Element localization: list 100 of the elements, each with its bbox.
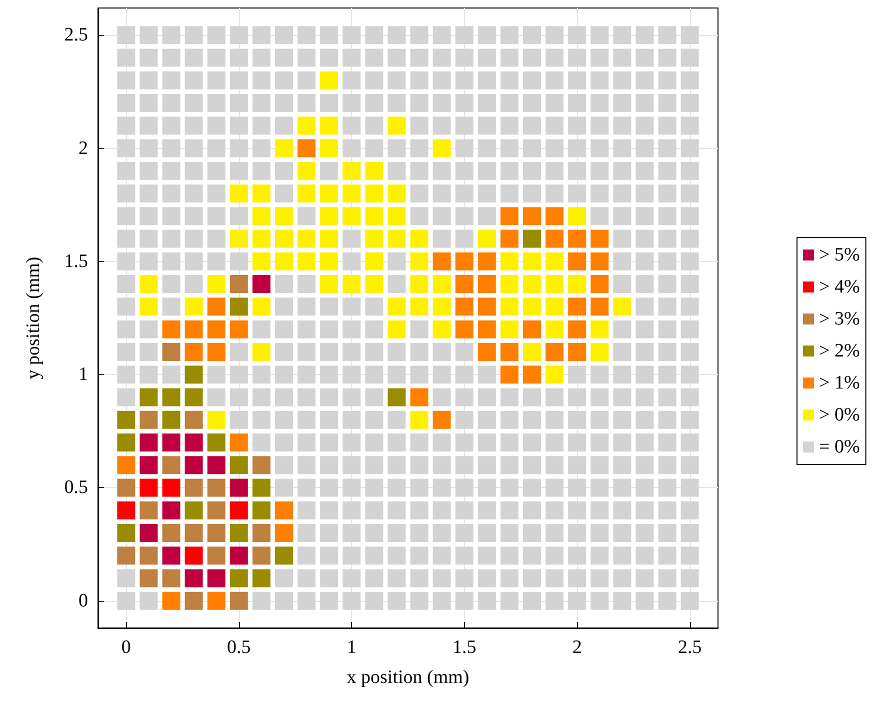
point bbox=[140, 478, 158, 497]
x-tick-label: 1.5 bbox=[452, 637, 476, 658]
x-tick-label: 0.5 bbox=[227, 637, 251, 658]
legend-label: > 1% bbox=[819, 372, 860, 394]
legend-label: > 0% bbox=[819, 404, 860, 426]
point bbox=[478, 275, 496, 294]
point bbox=[140, 524, 158, 542]
point bbox=[523, 320, 541, 338]
point bbox=[117, 501, 136, 520]
point bbox=[162, 546, 180, 565]
point bbox=[184, 546, 203, 565]
point bbox=[230, 478, 248, 497]
point bbox=[140, 456, 158, 474]
point bbox=[117, 478, 136, 497]
point bbox=[184, 501, 203, 520]
point bbox=[568, 342, 586, 361]
point bbox=[207, 524, 226, 542]
point bbox=[590, 252, 609, 270]
point bbox=[252, 546, 270, 565]
point bbox=[455, 252, 474, 270]
x-axis-title: x position (mm) bbox=[346, 667, 470, 688]
point bbox=[252, 524, 270, 542]
point bbox=[117, 456, 136, 474]
y-tick-label: 1.5 bbox=[64, 250, 88, 272]
point bbox=[184, 320, 203, 338]
point bbox=[230, 524, 248, 542]
point bbox=[184, 388, 203, 406]
point bbox=[568, 298, 586, 316]
point bbox=[388, 388, 406, 406]
legend-label: = 0% bbox=[819, 436, 860, 458]
point bbox=[230, 320, 248, 338]
point bbox=[252, 456, 270, 474]
y-tick-label: 0.5 bbox=[64, 477, 88, 498]
point bbox=[230, 501, 248, 520]
point bbox=[184, 366, 203, 384]
point bbox=[207, 298, 226, 316]
point bbox=[590, 275, 609, 294]
point bbox=[523, 230, 541, 248]
point bbox=[162, 478, 180, 497]
point bbox=[230, 592, 248, 610]
point bbox=[207, 501, 226, 520]
y-axis-title: y position (mm) bbox=[23, 256, 44, 380]
point bbox=[184, 410, 203, 429]
x-tick-label: 1 bbox=[346, 637, 356, 658]
point bbox=[455, 275, 474, 294]
point bbox=[207, 342, 226, 361]
point bbox=[410, 388, 428, 406]
point bbox=[500, 342, 518, 361]
point bbox=[162, 569, 180, 588]
point bbox=[432, 410, 451, 429]
point bbox=[252, 478, 270, 497]
point bbox=[230, 569, 248, 588]
point bbox=[568, 320, 586, 338]
point bbox=[207, 433, 226, 452]
x-tick-label: 0 bbox=[121, 637, 131, 658]
point bbox=[162, 342, 180, 361]
point bbox=[590, 298, 609, 316]
point bbox=[207, 456, 226, 474]
point bbox=[117, 546, 136, 565]
point bbox=[184, 592, 203, 610]
point bbox=[252, 275, 270, 294]
y-tick-label: 2.5 bbox=[64, 24, 88, 46]
point bbox=[455, 320, 474, 338]
point bbox=[590, 230, 609, 248]
legend-label: > 3% bbox=[819, 308, 860, 330]
point bbox=[184, 433, 203, 452]
legend-label: > 2% bbox=[819, 340, 860, 362]
point bbox=[162, 433, 180, 452]
point bbox=[252, 501, 270, 520]
point bbox=[117, 433, 136, 452]
y-tick-label: 2 bbox=[78, 138, 88, 159]
point bbox=[140, 546, 158, 565]
point bbox=[162, 524, 180, 542]
point bbox=[162, 388, 180, 406]
point bbox=[298, 139, 316, 158]
point bbox=[162, 410, 180, 429]
y-tick-label: 0 bbox=[78, 590, 88, 612]
point bbox=[478, 298, 496, 316]
point bbox=[207, 592, 226, 610]
point bbox=[207, 569, 226, 588]
point bbox=[230, 456, 248, 474]
point bbox=[117, 410, 136, 429]
point bbox=[140, 433, 158, 452]
point bbox=[140, 569, 158, 588]
point bbox=[184, 569, 203, 588]
point bbox=[523, 207, 541, 226]
point bbox=[568, 230, 586, 248]
point bbox=[546, 207, 564, 226]
point bbox=[184, 478, 203, 497]
point bbox=[162, 501, 180, 520]
point bbox=[184, 342, 203, 361]
point bbox=[117, 524, 136, 542]
x-tick-label: 2.5 bbox=[678, 637, 702, 658]
point bbox=[230, 546, 248, 565]
point bbox=[252, 569, 270, 588]
point bbox=[184, 524, 203, 542]
x-tick-label: 2 bbox=[572, 637, 582, 658]
point bbox=[140, 388, 158, 406]
point bbox=[500, 366, 518, 384]
point bbox=[275, 546, 293, 565]
